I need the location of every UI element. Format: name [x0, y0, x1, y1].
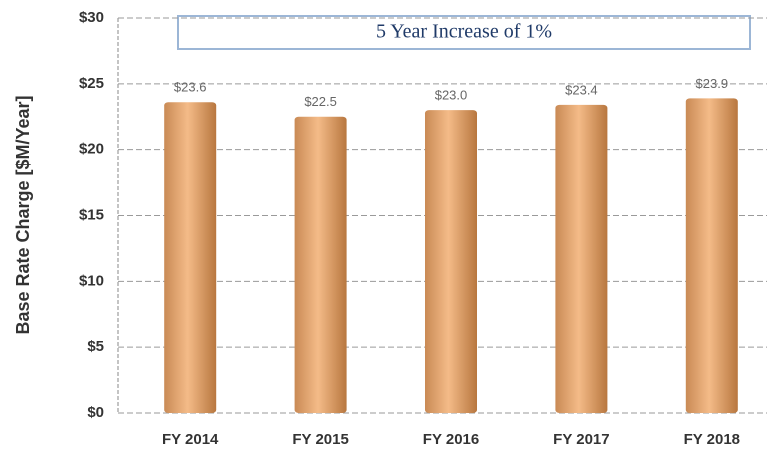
value-label: $23.6: [174, 80, 207, 95]
bar: [425, 110, 477, 414]
bar: [555, 104, 608, 414]
y-tick-label: $25: [79, 75, 104, 92]
bar: [685, 98, 738, 414]
x-tick-label: FY 2017: [553, 431, 609, 448]
x-tick-label: FY 2014: [162, 431, 219, 448]
value-label: $23.9: [696, 76, 729, 91]
bar: [164, 102, 217, 414]
annotation-box: [177, 15, 751, 50]
value-label: $23.4: [565, 82, 598, 97]
y-axis-title: Base Rate Charge [$M/Year]: [13, 95, 33, 334]
y-tick-label: $15: [79, 206, 104, 223]
y-tick-label: $5: [87, 338, 104, 355]
y-tick-label: $0: [87, 404, 104, 421]
annotation: 5 Year Increase of 1%: [376, 21, 552, 43]
y-tick-label: $20: [79, 141, 104, 158]
value-label: $23.0: [435, 88, 468, 103]
x-tick-label: FY 2016: [423, 431, 479, 448]
x-tick-label: FY 2018: [684, 431, 740, 448]
bar: [294, 116, 347, 413]
y-tick-label: $10: [79, 272, 104, 289]
y-tick-label: $30: [79, 9, 104, 26]
x-tick-label: FY 2015: [292, 431, 348, 448]
value-label: $22.5: [304, 94, 337, 109]
